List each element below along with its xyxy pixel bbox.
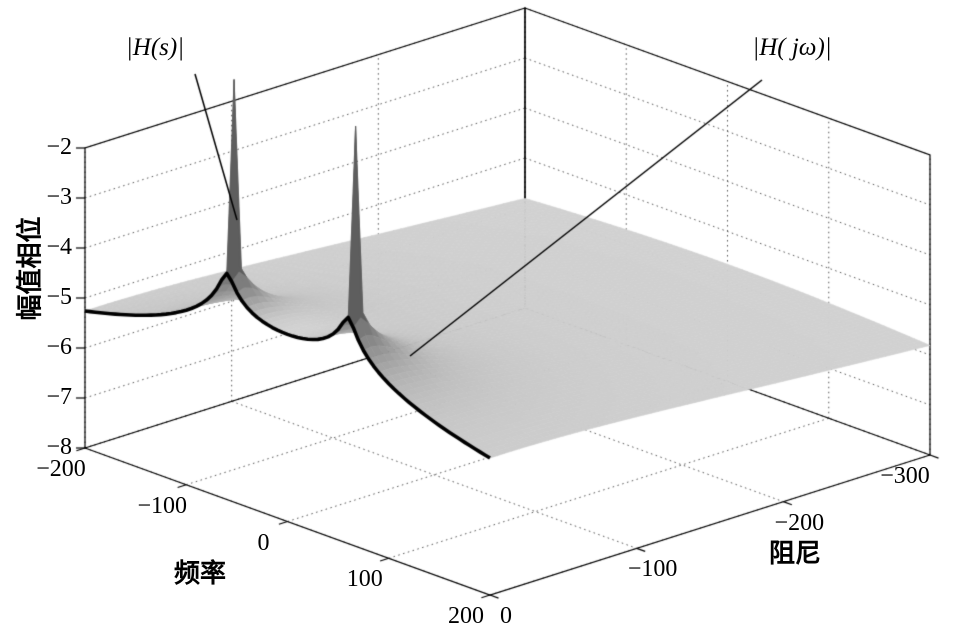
tick-label: −100 [137,492,188,519]
tick-label: −7 [46,384,72,410]
tick-label: −6 [46,334,72,360]
tick-label: 100 [346,566,383,593]
tick-label: −300 [880,463,930,489]
tick-label: 0 [257,529,270,556]
annotation-Hs-label: |H(s)| [125,34,185,61]
tick-label: −8 [46,434,72,460]
tick-label: −200 [774,509,825,536]
tick-label: 0 [500,603,512,624]
x-axis-label: 频率 [173,558,226,588]
tick-label: 200 [448,603,484,624]
y-axis-label: 阻尼 [768,538,821,568]
annotation-Hjw-label: |H( jω)| [752,34,832,61]
tick-label: −200 [36,456,86,482]
tick-label: −5 [46,284,72,310]
tick-label: −2 [46,134,72,160]
tick-label: −100 [627,556,678,583]
tick-label: −3 [46,184,72,210]
tick-label: −4 [46,234,72,260]
